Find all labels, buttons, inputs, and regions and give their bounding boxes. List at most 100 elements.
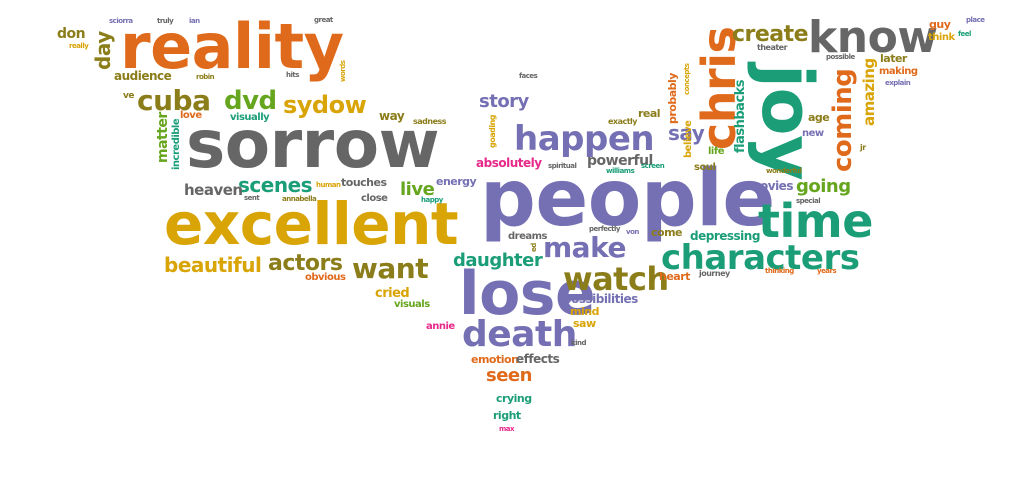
word-probably: probably bbox=[666, 73, 679, 124]
word-making: making bbox=[879, 66, 918, 77]
word-way: way bbox=[379, 109, 405, 123]
word-daughter: daughter bbox=[453, 250, 543, 271]
word-human: human bbox=[316, 181, 341, 189]
word-don: don bbox=[57, 26, 86, 42]
word-possibilities: possibilities bbox=[563, 292, 638, 306]
word-think: think bbox=[928, 32, 955, 43]
word-special: special bbox=[796, 197, 821, 205]
word-place: place bbox=[966, 16, 985, 24]
word-jr: jr bbox=[860, 143, 866, 152]
word-love: love bbox=[180, 110, 202, 121]
word-mind: mind bbox=[570, 305, 599, 318]
word-coming: coming bbox=[828, 68, 858, 172]
word-exactly: exactly bbox=[608, 117, 638, 126]
word-heaven: heaven bbox=[184, 181, 243, 199]
word-new: new bbox=[802, 128, 824, 139]
word-happen: happen bbox=[514, 119, 655, 159]
word-real: real bbox=[638, 107, 661, 120]
word-lose: lose bbox=[459, 259, 596, 329]
word-energy: energy bbox=[436, 175, 477, 188]
word-perfectly: perfectly bbox=[589, 225, 620, 233]
word-truly: truly bbox=[157, 17, 174, 25]
word-possible: possible bbox=[826, 53, 855, 61]
word-flashbacks: flashbacks bbox=[733, 79, 748, 153]
word-crying: crying bbox=[496, 392, 532, 405]
word-effects: effects bbox=[516, 352, 560, 366]
word-emotion: emotion bbox=[471, 353, 519, 366]
word-ed: ed bbox=[530, 243, 538, 252]
word-williams: williams bbox=[606, 167, 635, 175]
word-going: going bbox=[796, 176, 851, 197]
word-soul: soul bbox=[694, 162, 716, 173]
word-sydow: sydow bbox=[283, 91, 367, 119]
word-later: later bbox=[880, 52, 907, 65]
word-amazing: amazing bbox=[860, 58, 878, 126]
word-kind: kind bbox=[571, 339, 587, 347]
word-close: close bbox=[361, 193, 388, 204]
word-cuba: cuba bbox=[137, 84, 211, 117]
word-beautiful: beautiful bbox=[164, 253, 262, 277]
word-people: people bbox=[480, 154, 775, 244]
word-reality: reality bbox=[120, 10, 344, 83]
word-theater: theater bbox=[757, 43, 788, 52]
word-great: great bbox=[314, 16, 333, 24]
word-characters: characters bbox=[661, 238, 860, 278]
word-heart: heart bbox=[659, 270, 690, 283]
word-dreams: dreams bbox=[508, 231, 548, 242]
word-live: live bbox=[400, 179, 435, 200]
word-matter: matter bbox=[155, 112, 171, 163]
word-touches: touches bbox=[341, 176, 387, 189]
word-absolutely: absolutely bbox=[476, 156, 542, 170]
word-life: life bbox=[708, 146, 725, 157]
word-day: day bbox=[91, 31, 115, 70]
word-create: create bbox=[732, 22, 809, 47]
word-age: age bbox=[808, 111, 830, 124]
word-really: really bbox=[69, 42, 89, 50]
word-death: death bbox=[462, 314, 577, 355]
word-goading: goading bbox=[488, 114, 497, 148]
word-spiritual: spiritual bbox=[548, 162, 577, 170]
word-make: make bbox=[543, 231, 626, 264]
word-journey: journey bbox=[699, 269, 730, 278]
word-say: say bbox=[668, 121, 705, 145]
word-max: max bbox=[499, 425, 515, 433]
word-saw: saw bbox=[573, 317, 596, 330]
word-cried: cried bbox=[375, 286, 410, 301]
word-years: years bbox=[817, 267, 837, 275]
word-von: von bbox=[626, 228, 639, 236]
word-excellent: excellent bbox=[164, 190, 459, 258]
word-faces: faces bbox=[519, 72, 538, 80]
word-sorrow: sorrow bbox=[186, 106, 440, 183]
word-depressing: depressing bbox=[690, 229, 760, 243]
word-scenes: scenes bbox=[238, 173, 313, 197]
word-annie: annie bbox=[426, 321, 455, 332]
word-hits: hits bbox=[286, 71, 299, 79]
word-happy: happy bbox=[421, 196, 443, 204]
word-visually: visually bbox=[230, 112, 270, 123]
word-sent: sent bbox=[244, 194, 260, 202]
word-thinking: thinking bbox=[765, 267, 794, 275]
word-concepts: concepts bbox=[683, 63, 691, 95]
word-audience: audience bbox=[114, 69, 172, 83]
word-movies: movies bbox=[748, 179, 793, 193]
word-words: words bbox=[339, 60, 347, 82]
word-want: want bbox=[352, 252, 429, 285]
word-powerful: powerful bbox=[587, 153, 653, 169]
word-annabella: annabella bbox=[282, 195, 317, 203]
word-right: right bbox=[493, 409, 521, 422]
word-explain: explain bbox=[885, 79, 911, 87]
word-story: story bbox=[479, 91, 529, 112]
word-robin: robin bbox=[196, 73, 215, 81]
word-ve: ve bbox=[123, 91, 134, 101]
word-feel: feel bbox=[958, 30, 971, 38]
word-seen: seen bbox=[486, 365, 532, 386]
word-sciorra: sciorra bbox=[109, 17, 133, 25]
word-know: know bbox=[808, 12, 938, 63]
word-sadness: sadness bbox=[413, 117, 447, 126]
word-incredible: incredible bbox=[171, 118, 182, 170]
word-obvious: obvious bbox=[305, 272, 346, 283]
word-visuals: visuals bbox=[394, 299, 430, 310]
word-actors: actors bbox=[268, 251, 343, 276]
word-ian: ian bbox=[189, 17, 200, 25]
